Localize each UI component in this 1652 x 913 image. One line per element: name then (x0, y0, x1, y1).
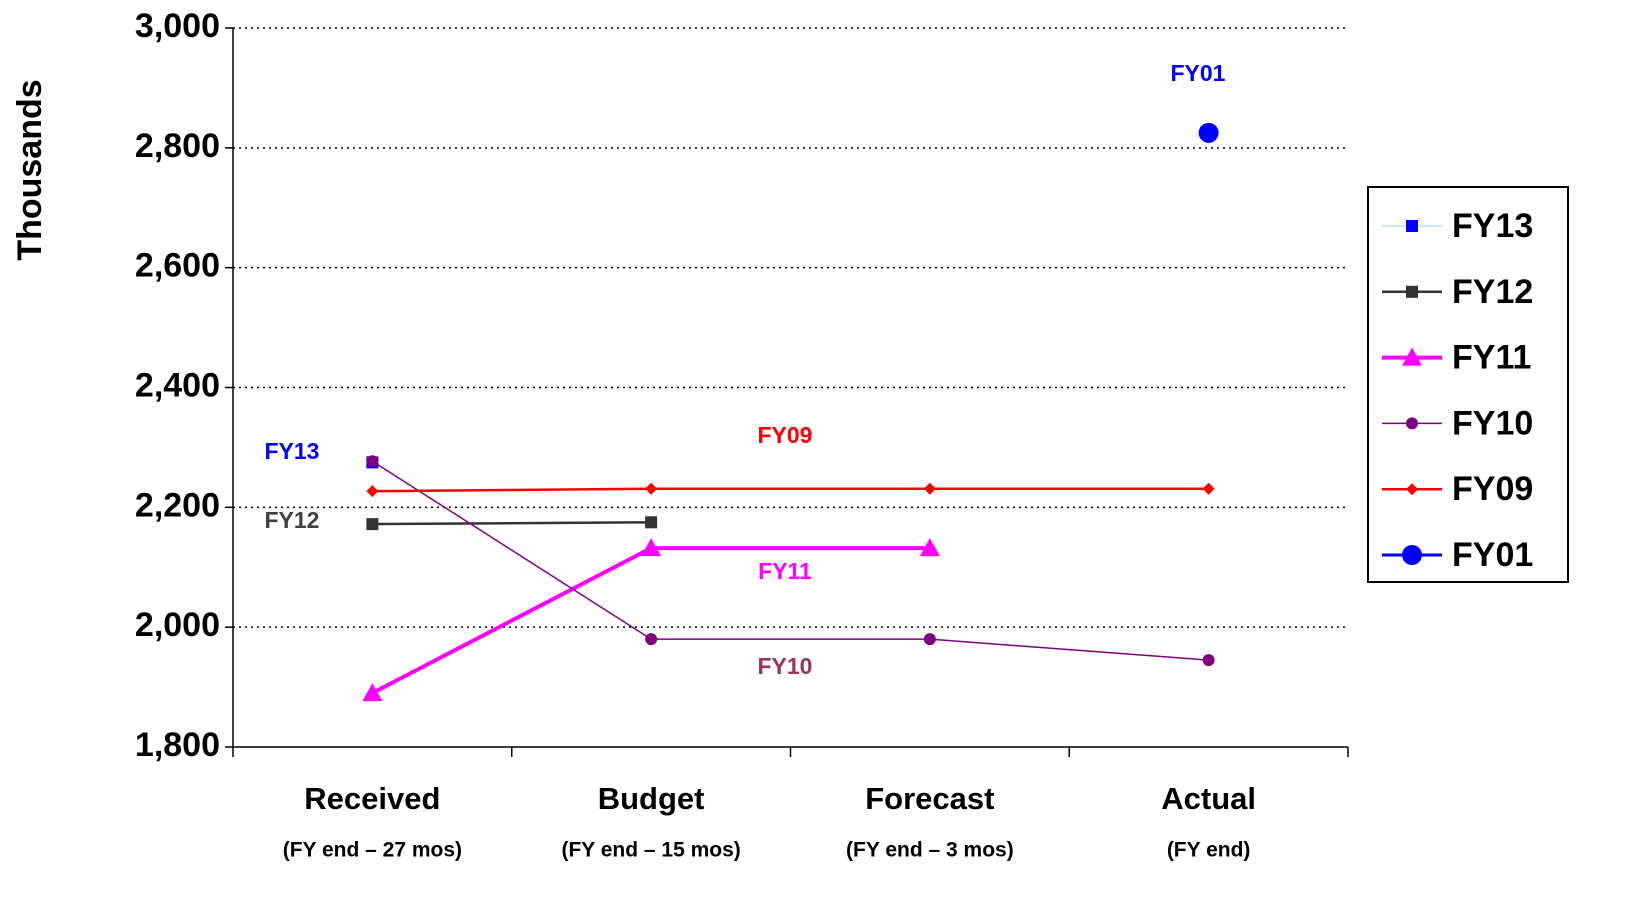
data-point (645, 516, 658, 529)
data-point (366, 518, 379, 531)
data-point (641, 538, 662, 557)
y-tick-label: 2,600 (135, 247, 220, 285)
annotation: FY12 (265, 507, 320, 533)
y-tick-label: 2,400 (135, 366, 220, 404)
data-point (1202, 482, 1215, 495)
legend-label: FY01 (1452, 536, 1533, 574)
data-point (923, 482, 936, 495)
data-point (923, 633, 936, 646)
x-tick-note: (FY end) (1167, 839, 1251, 862)
legend-box (1367, 186, 1569, 583)
data-point (366, 455, 379, 468)
data-point (366, 485, 379, 498)
x-tick-note: (FY end – 15 mos) (561, 839, 740, 862)
data-point (645, 633, 658, 646)
x-tick-note: (FY end – 27 mos) (283, 839, 462, 862)
annotation: FY11 (758, 558, 812, 584)
annotation: FY10 (758, 653, 813, 679)
legend-label: FY12 (1452, 273, 1533, 311)
legend-label: FY09 (1452, 470, 1533, 508)
x-tick-note: (FY end – 3 mos) (846, 839, 1014, 862)
data-point (645, 482, 658, 495)
annotation: FY01 (1171, 60, 1226, 86)
y-tick-label: 2,800 (135, 127, 220, 165)
data-point (919, 538, 940, 557)
data-point (1198, 122, 1219, 143)
series-line (371, 460, 1209, 661)
y-tick-label: 1,800 (135, 726, 220, 764)
series-line (371, 546, 930, 695)
data-point (362, 683, 383, 702)
y-tick-label: 2,200 (135, 486, 220, 524)
legend-marker (1402, 545, 1422, 565)
legend-label: FY10 (1452, 404, 1533, 442)
y-axis-label: Thousands (11, 79, 49, 260)
annotation: FY13 (265, 438, 320, 464)
y-tick-label: 2,000 (135, 606, 220, 644)
legend-marker (1402, 347, 1422, 366)
legend-marker (1406, 417, 1418, 430)
series-line (372, 521, 652, 526)
x-tick-label: Forecast (865, 781, 994, 816)
annotation: FY09 (758, 422, 813, 448)
x-tick-label: Received (304, 781, 440, 816)
legend-marker (1406, 220, 1418, 232)
y-tick-label: 3,000 (135, 7, 220, 45)
x-tick-label: Actual (1161, 781, 1256, 816)
legend-marker (1406, 483, 1418, 496)
legend-label: FY11 (1452, 339, 1531, 377)
legend-marker (1406, 285, 1418, 298)
legend-label: FY13 (1452, 207, 1533, 245)
series-line (372, 487, 1209, 493)
data-point (1202, 654, 1215, 667)
x-tick-label: Budget (598, 781, 705, 816)
